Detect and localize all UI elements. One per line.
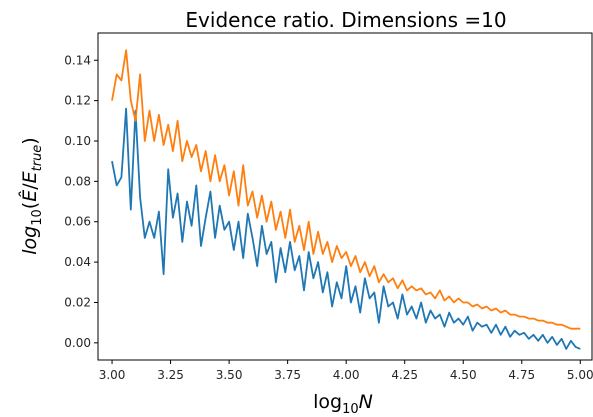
x-tick-label: 4.50 [450, 368, 477, 382]
y-tick-label: 0.00 [64, 336, 91, 350]
plot-area [97, 32, 593, 361]
x-tick-label: 3.25 [157, 368, 184, 382]
y-axis-label-pre: log [19, 226, 41, 255]
x-axis-ticks: 3.00 3.25 3.50 3.75 4.00 4.25 4.50 4.75 5.00 [99, 360, 593, 382]
x-axis-label-sub: 10 [342, 402, 359, 417]
y-axis-label-ehat: Ê [18, 190, 41, 202]
x-tick-label: 3.50 [216, 368, 243, 382]
y-tick-label: 0.04 [64, 255, 91, 269]
y-axis-label-sub2: true [30, 145, 45, 172]
y-axis-label-close: ) [19, 137, 41, 144]
y-axis-label-etrue: E [19, 171, 41, 183]
x-tick-label: 5.00 [567, 368, 593, 382]
y-tick-label: 0.14 [64, 53, 91, 67]
x-tick-label: 4.00 [333, 368, 360, 382]
y-axis-ticks: 0.00 0.02 0.04 0.06 0.08 0.10 0.12 0.14 [64, 53, 98, 350]
series-layer [111, 49, 581, 350]
series-1-line [111, 107, 581, 350]
x-tick-label: 4.25 [391, 368, 418, 382]
y-axis-label-open: ( [19, 202, 41, 209]
y-tick-label: 0.08 [64, 174, 91, 188]
x-tick-label: 4.75 [508, 368, 535, 382]
y-axis-label: log10(Ê/Etrue) [18, 137, 45, 254]
series-2-line [111, 49, 581, 330]
x-axis-label-base: log [313, 391, 342, 413]
x-tick-label: 3.00 [99, 368, 126, 382]
x-axis-label-var: N [359, 391, 373, 413]
x-axis-label: log10N [313, 391, 373, 417]
y-axis-label-sub1: 10 [30, 209, 45, 226]
y-axis-label-slash: / [19, 183, 41, 190]
x-tick-label: 3.75 [274, 368, 301, 382]
y-tick-label: 0.06 [64, 215, 91, 229]
y-tick-label: 0.02 [64, 295, 91, 309]
chart-title: Evidence ratio. Dimensions =10 [185, 8, 506, 32]
y-tick-label: 0.12 [64, 94, 91, 108]
y-tick-label: 0.10 [64, 134, 91, 148]
